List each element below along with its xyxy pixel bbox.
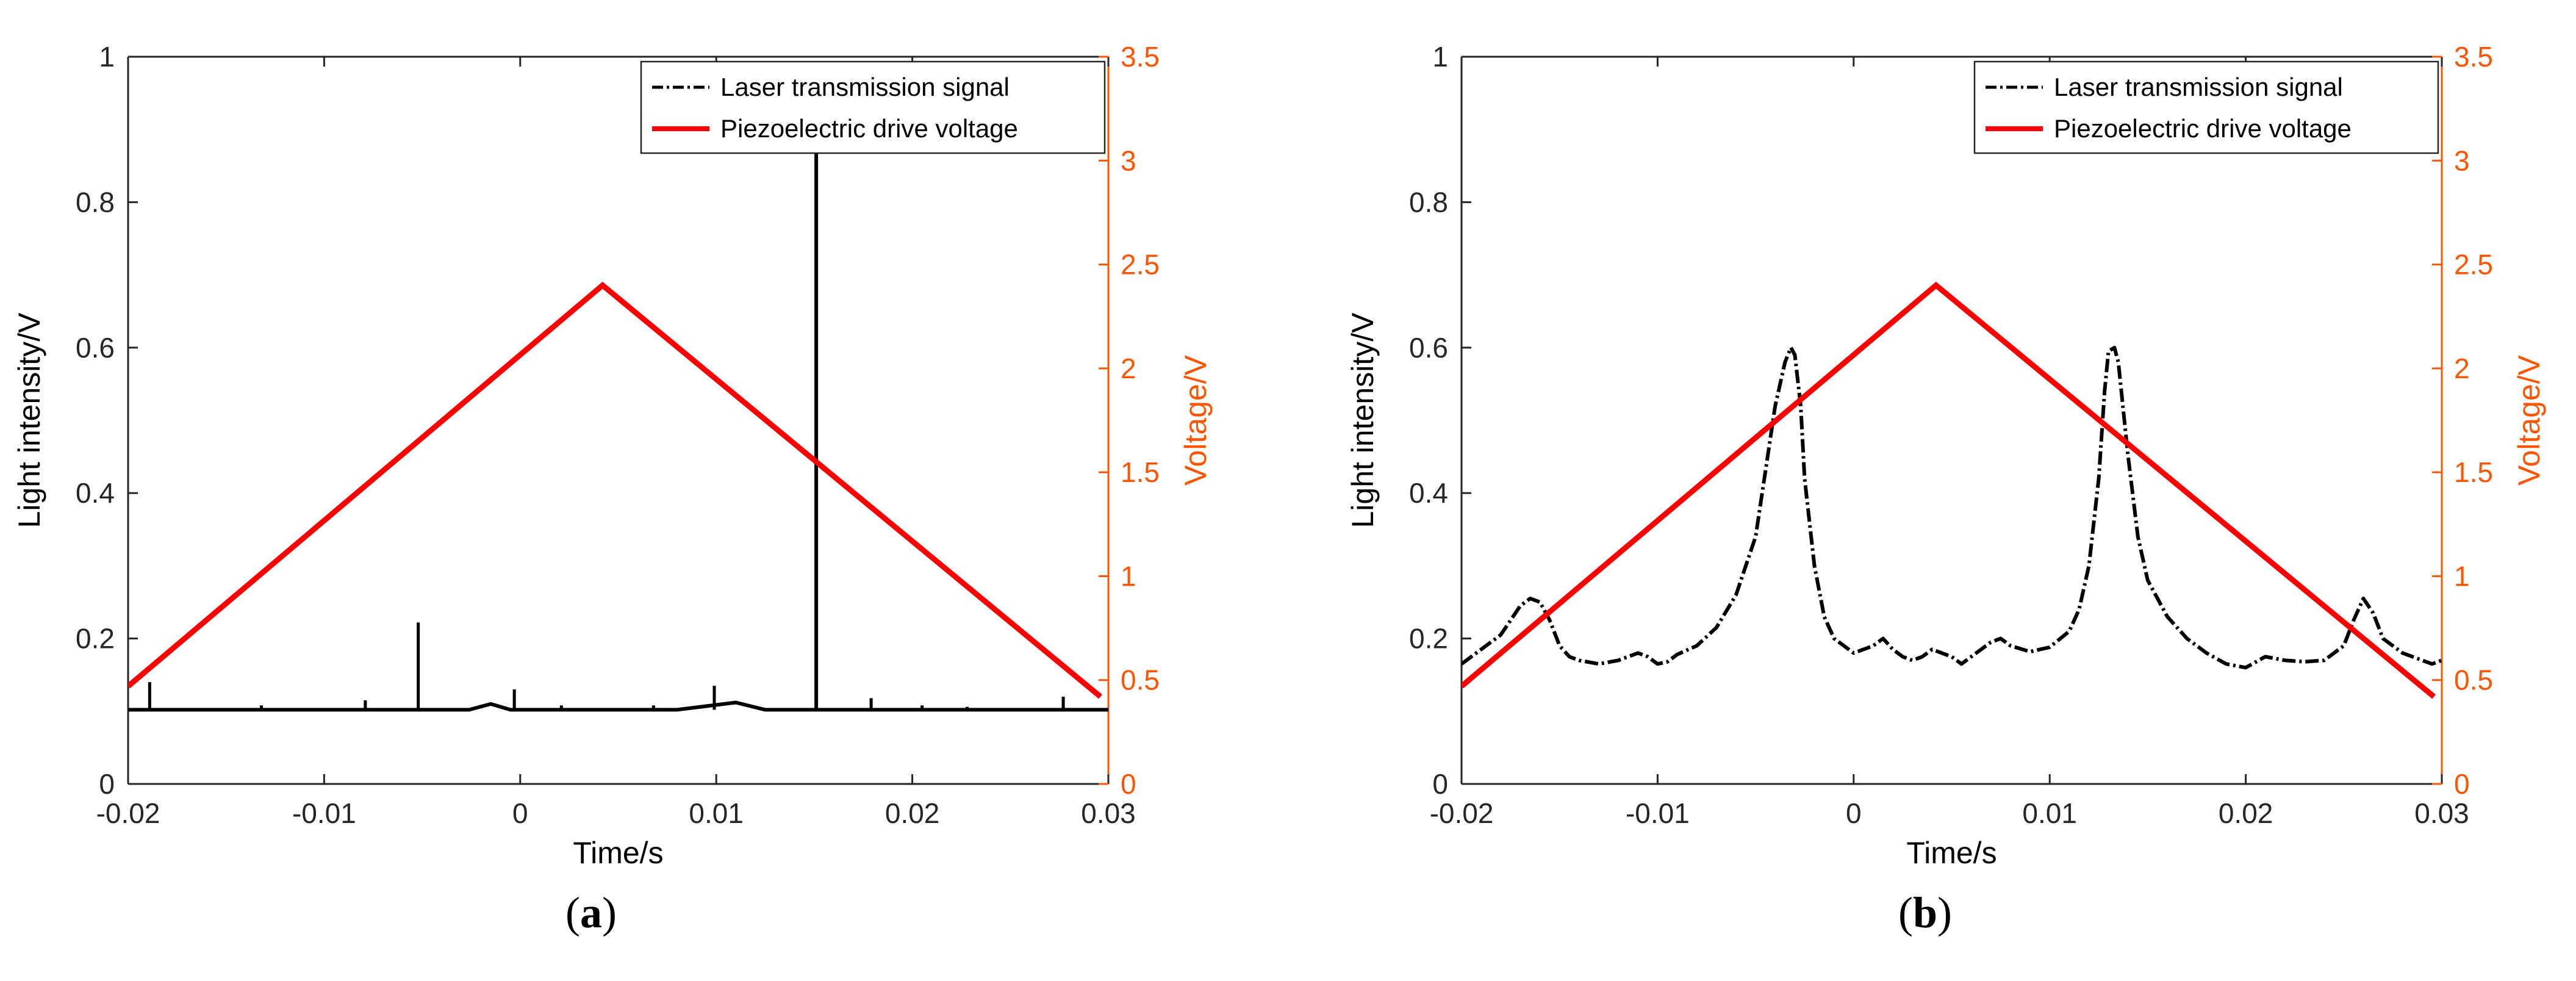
legend-box (640, 60, 1106, 154)
y-tick-label: 0.6 (76, 332, 115, 364)
x-tick-label: -0.01 (292, 797, 356, 829)
legend-label-voltage: Piezoelectric drive voltage (720, 114, 1018, 143)
y-tick-label: 0.8 (1409, 186, 1448, 218)
series-line-piezoelectric-drive-voltage (128, 281, 1102, 699)
y-right-tick-label: 3.5 (1121, 41, 1160, 73)
legend: Laser transmission signal Piezoelectric d… (1973, 60, 2439, 154)
y-right-tick-label: 1.5 (2454, 456, 2493, 488)
legend-label-signal: Laser transmission signal (2054, 73, 2343, 101)
chart-panel-b: -0.02 -0.01 0 0.01 0.02 0.0300.20.40.60.8100.… (1346, 41, 2546, 870)
y-tick-label: 0.8 (76, 186, 115, 218)
x-tick-label: 0.03 (2414, 797, 2469, 829)
y-tick-label: 0.4 (1409, 477, 1448, 509)
y-tick-label: 0 (99, 768, 115, 800)
x-tick-label: 0 (512, 797, 528, 829)
x-tick-label: -0.01 (1626, 797, 1690, 829)
x-tick-label: 0.02 (885, 797, 940, 829)
x-tick-label: -0.02 (96, 797, 160, 829)
x-tick-label: 0.01 (2022, 797, 2077, 829)
y-right-axis-label: Voltage/V (2512, 354, 2546, 486)
legend-box (1973, 60, 2439, 154)
legend-label-signal: Laser transmission signal (720, 73, 1010, 101)
y-tick-label: 1 (1432, 41, 1448, 73)
legend: Laser transmission signal Piezoelectric d… (640, 60, 1106, 154)
series-line-laser-transmission-signal (128, 700, 1108, 712)
x-tick-label: 0.02 (2219, 797, 2273, 829)
x-tick-label: 0.03 (1081, 797, 1136, 829)
data-layer (128, 78, 1108, 712)
data-layer (1462, 281, 2442, 699)
y-right-tick-label: 2 (1121, 353, 1136, 384)
y-right-tick-label: 1 (1121, 560, 1136, 592)
y-right-tick-label: 0.5 (1121, 664, 1160, 696)
panel-label-a: (a) (565, 888, 617, 937)
y-tick-label: 0 (1432, 768, 1448, 800)
y-right-tick-label: 1 (2454, 560, 2470, 592)
series-line-piezoelectric-drive-voltage (1462, 281, 2436, 699)
y-right-tick-label: 3.5 (2454, 41, 2493, 73)
y-right-tick-label: 0.5 (2454, 664, 2493, 696)
legend-label-voltage: Piezoelectric drive voltage (2054, 114, 2352, 143)
y-axis-label: Light intensity/V (12, 312, 46, 528)
series-line-laser-transmission-signal (1462, 345, 2442, 670)
y-right-tick-label: 3 (1121, 145, 1136, 176)
y-right-tick-label: 3 (2454, 145, 2470, 176)
y-right-tick-label: 2.5 (1121, 249, 1160, 281)
x-axis-label: Time/s (573, 836, 663, 870)
x-axis-label: Time/s (1906, 836, 1997, 870)
y-tick-label: 0.2 (1409, 623, 1448, 655)
x-tick-label: 0.01 (689, 797, 744, 829)
y-right-tick-label: 1.5 (1121, 456, 1160, 488)
y-right-tick-label: 2.5 (2454, 249, 2493, 281)
y-right-tick-label: 2 (2454, 353, 2470, 384)
y-right-axis-label: Voltage/V (1179, 354, 1213, 486)
x-tick-label: -0.02 (1430, 797, 1494, 829)
panel-label-b: (b) (1898, 888, 1952, 937)
y-tick-label: 0.6 (1409, 332, 1448, 364)
y-right-tick-label: 0 (2454, 768, 2470, 800)
y-right-tick-label: 0 (1121, 768, 1136, 800)
y-axis-label: Light intensity/V (1346, 312, 1380, 528)
y-tick-label: 0.4 (76, 477, 115, 509)
x-tick-label: 0 (1846, 797, 1862, 829)
chart-panel-a: -0.02 -0.01 0 0.01 0.02 0.0300.20.40.60.8100.… (12, 41, 1213, 870)
y-tick-label: 0.2 (76, 623, 115, 655)
y-tick-label: 1 (99, 41, 115, 73)
